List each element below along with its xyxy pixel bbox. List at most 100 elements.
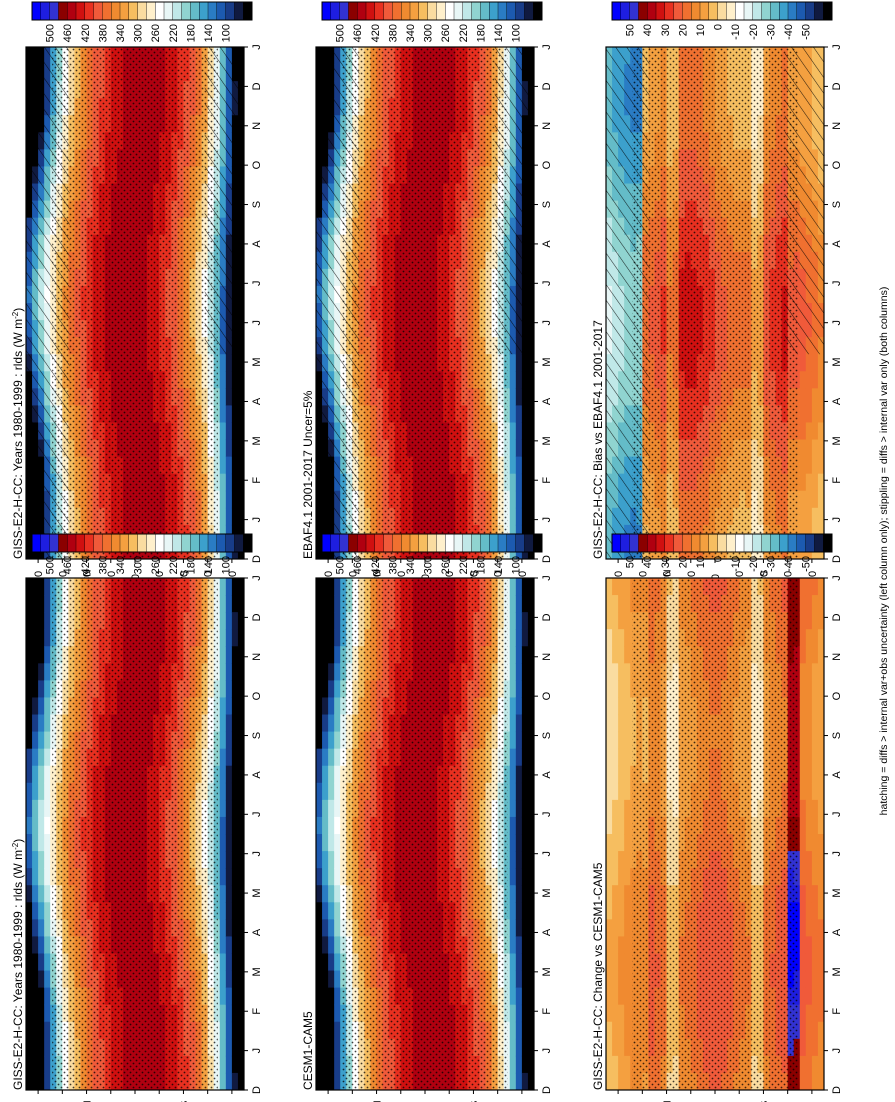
heatmap-cell — [515, 490, 523, 509]
month-tick-label: N — [251, 653, 263, 661]
colorbar-swatch — [330, 1, 341, 21]
heatmap-cell — [509, 507, 517, 526]
heatmap-cell — [44, 1004, 51, 1023]
heatmap-cell — [334, 816, 341, 835]
heatmap-cell — [316, 1072, 323, 1091]
heatmap-cell — [316, 1021, 323, 1040]
colorbar-swatch — [357, 1, 367, 21]
heatmap-cell — [44, 902, 51, 920]
heatmap-cell — [231, 680, 239, 698]
heatmap-cell — [225, 405, 233, 423]
colorbar-swatch — [673, 1, 683, 21]
heatmap-cell — [237, 388, 245, 406]
month-tick-label: S — [831, 201, 843, 208]
heatmap-cell — [38, 782, 45, 801]
colorbar-label: 500 — [45, 24, 57, 42]
month-tick-label: J — [831, 281, 843, 287]
heatmap-cell — [231, 595, 239, 613]
heatmap-cell — [231, 405, 239, 423]
heatmap-cell — [225, 851, 233, 869]
heatmap-cell — [219, 646, 227, 664]
heatmap-cell — [219, 731, 227, 750]
colorbar-swatch — [392, 1, 402, 21]
heatmap-cell — [811, 422, 819, 441]
heatmap-cell — [231, 612, 239, 630]
heatmap-cell — [334, 936, 341, 954]
heatmap-cell — [322, 646, 329, 664]
heatmap-cell — [316, 731, 323, 750]
heatmap-cell — [225, 354, 233, 372]
heatmap-cell — [26, 1021, 33, 1040]
heatmap-cell — [219, 1004, 227, 1023]
colorbar-swatch — [163, 533, 174, 553]
colorbar-swatch — [348, 1, 358, 21]
heatmap-cell — [38, 816, 45, 835]
heatmap-cell — [38, 970, 45, 989]
heatmap-cell — [38, 953, 45, 972]
heatmap-cell — [316, 1055, 323, 1074]
heatmap-cell — [322, 578, 329, 596]
heatmap-cell — [237, 970, 245, 989]
heatmap-cell — [316, 953, 323, 972]
month-tick-label: M — [251, 357, 263, 366]
heatmap-cell — [322, 868, 329, 886]
heatmap-cell — [316, 1038, 323, 1057]
title-superscript: -2 — [11, 842, 20, 850]
heatmap-cell — [32, 919, 39, 937]
heatmap-cell — [44, 714, 51, 733]
month-tick-label: O — [541, 160, 553, 169]
heatmap-cell — [316, 697, 323, 716]
hatching-overlay-north — [26, 47, 70, 559]
lat-tick-label: 0 — [130, 574, 142, 580]
heatmap-cell — [38, 595, 45, 613]
month-tick-label: J — [251, 851, 263, 857]
heatmap-cell — [328, 970, 335, 989]
heatmap-cell — [219, 663, 227, 681]
colorbar-swatch — [225, 533, 235, 553]
heatmap-cell — [334, 578, 341, 596]
heatmap-cell — [316, 714, 323, 733]
heatmap-cell — [237, 1038, 245, 1057]
colorbar-label: -40 — [783, 24, 795, 40]
heatmap-cell — [44, 987, 51, 1006]
month-tick-label: D — [541, 82, 553, 90]
colorbar-swatch — [365, 1, 376, 21]
heatmap-cell — [26, 936, 33, 954]
colorbar-swatch — [726, 1, 736, 21]
heatmap-cell — [811, 354, 819, 372]
heatmap-cell — [219, 1055, 227, 1074]
month-tick-label: F — [251, 477, 263, 484]
colorbar-swatch — [796, 1, 807, 21]
heatmap-cell — [328, 748, 335, 767]
heatmap-cell — [322, 953, 329, 972]
heatmap-cell — [322, 612, 329, 630]
heatmap-cell — [32, 612, 39, 630]
heatmap-cell — [521, 507, 529, 526]
heatmap-cell — [231, 439, 239, 458]
colorbar-label: 180 — [185, 556, 197, 574]
panel-grid: 80 60 40 20 0 20 40 60 80°N °SDJFMAMJJASONDJGISS-… — [11, 1, 843, 1102]
month-tick-label: N — [251, 122, 263, 130]
colorbar-swatch — [401, 1, 411, 21]
month-tick-label: F — [251, 1008, 263, 1015]
heatmap-cell — [225, 834, 233, 852]
heatmap-cell — [219, 714, 227, 733]
heatmap-cell — [26, 731, 33, 750]
heatmap-cell — [32, 748, 39, 767]
heatmap-cell — [26, 595, 33, 613]
heatmap-cell — [44, 612, 51, 630]
colorbar-swatch — [708, 1, 719, 21]
heatmap-cell — [26, 799, 33, 818]
colorbar-swatch — [691, 1, 701, 21]
heatmap-cell — [26, 1004, 33, 1023]
colorbar-swatch — [207, 533, 218, 553]
heatmap-cell — [328, 646, 335, 664]
heatmap-cell — [316, 816, 323, 835]
colorbar-swatch — [533, 1, 543, 21]
heatmap-cell — [32, 646, 39, 664]
heatmap-cell — [225, 680, 233, 698]
colorbar-swatch — [515, 1, 525, 21]
heatmap-cell — [219, 697, 227, 716]
heatmap-cell — [527, 405, 535, 423]
heatmap-cell — [32, 595, 39, 613]
